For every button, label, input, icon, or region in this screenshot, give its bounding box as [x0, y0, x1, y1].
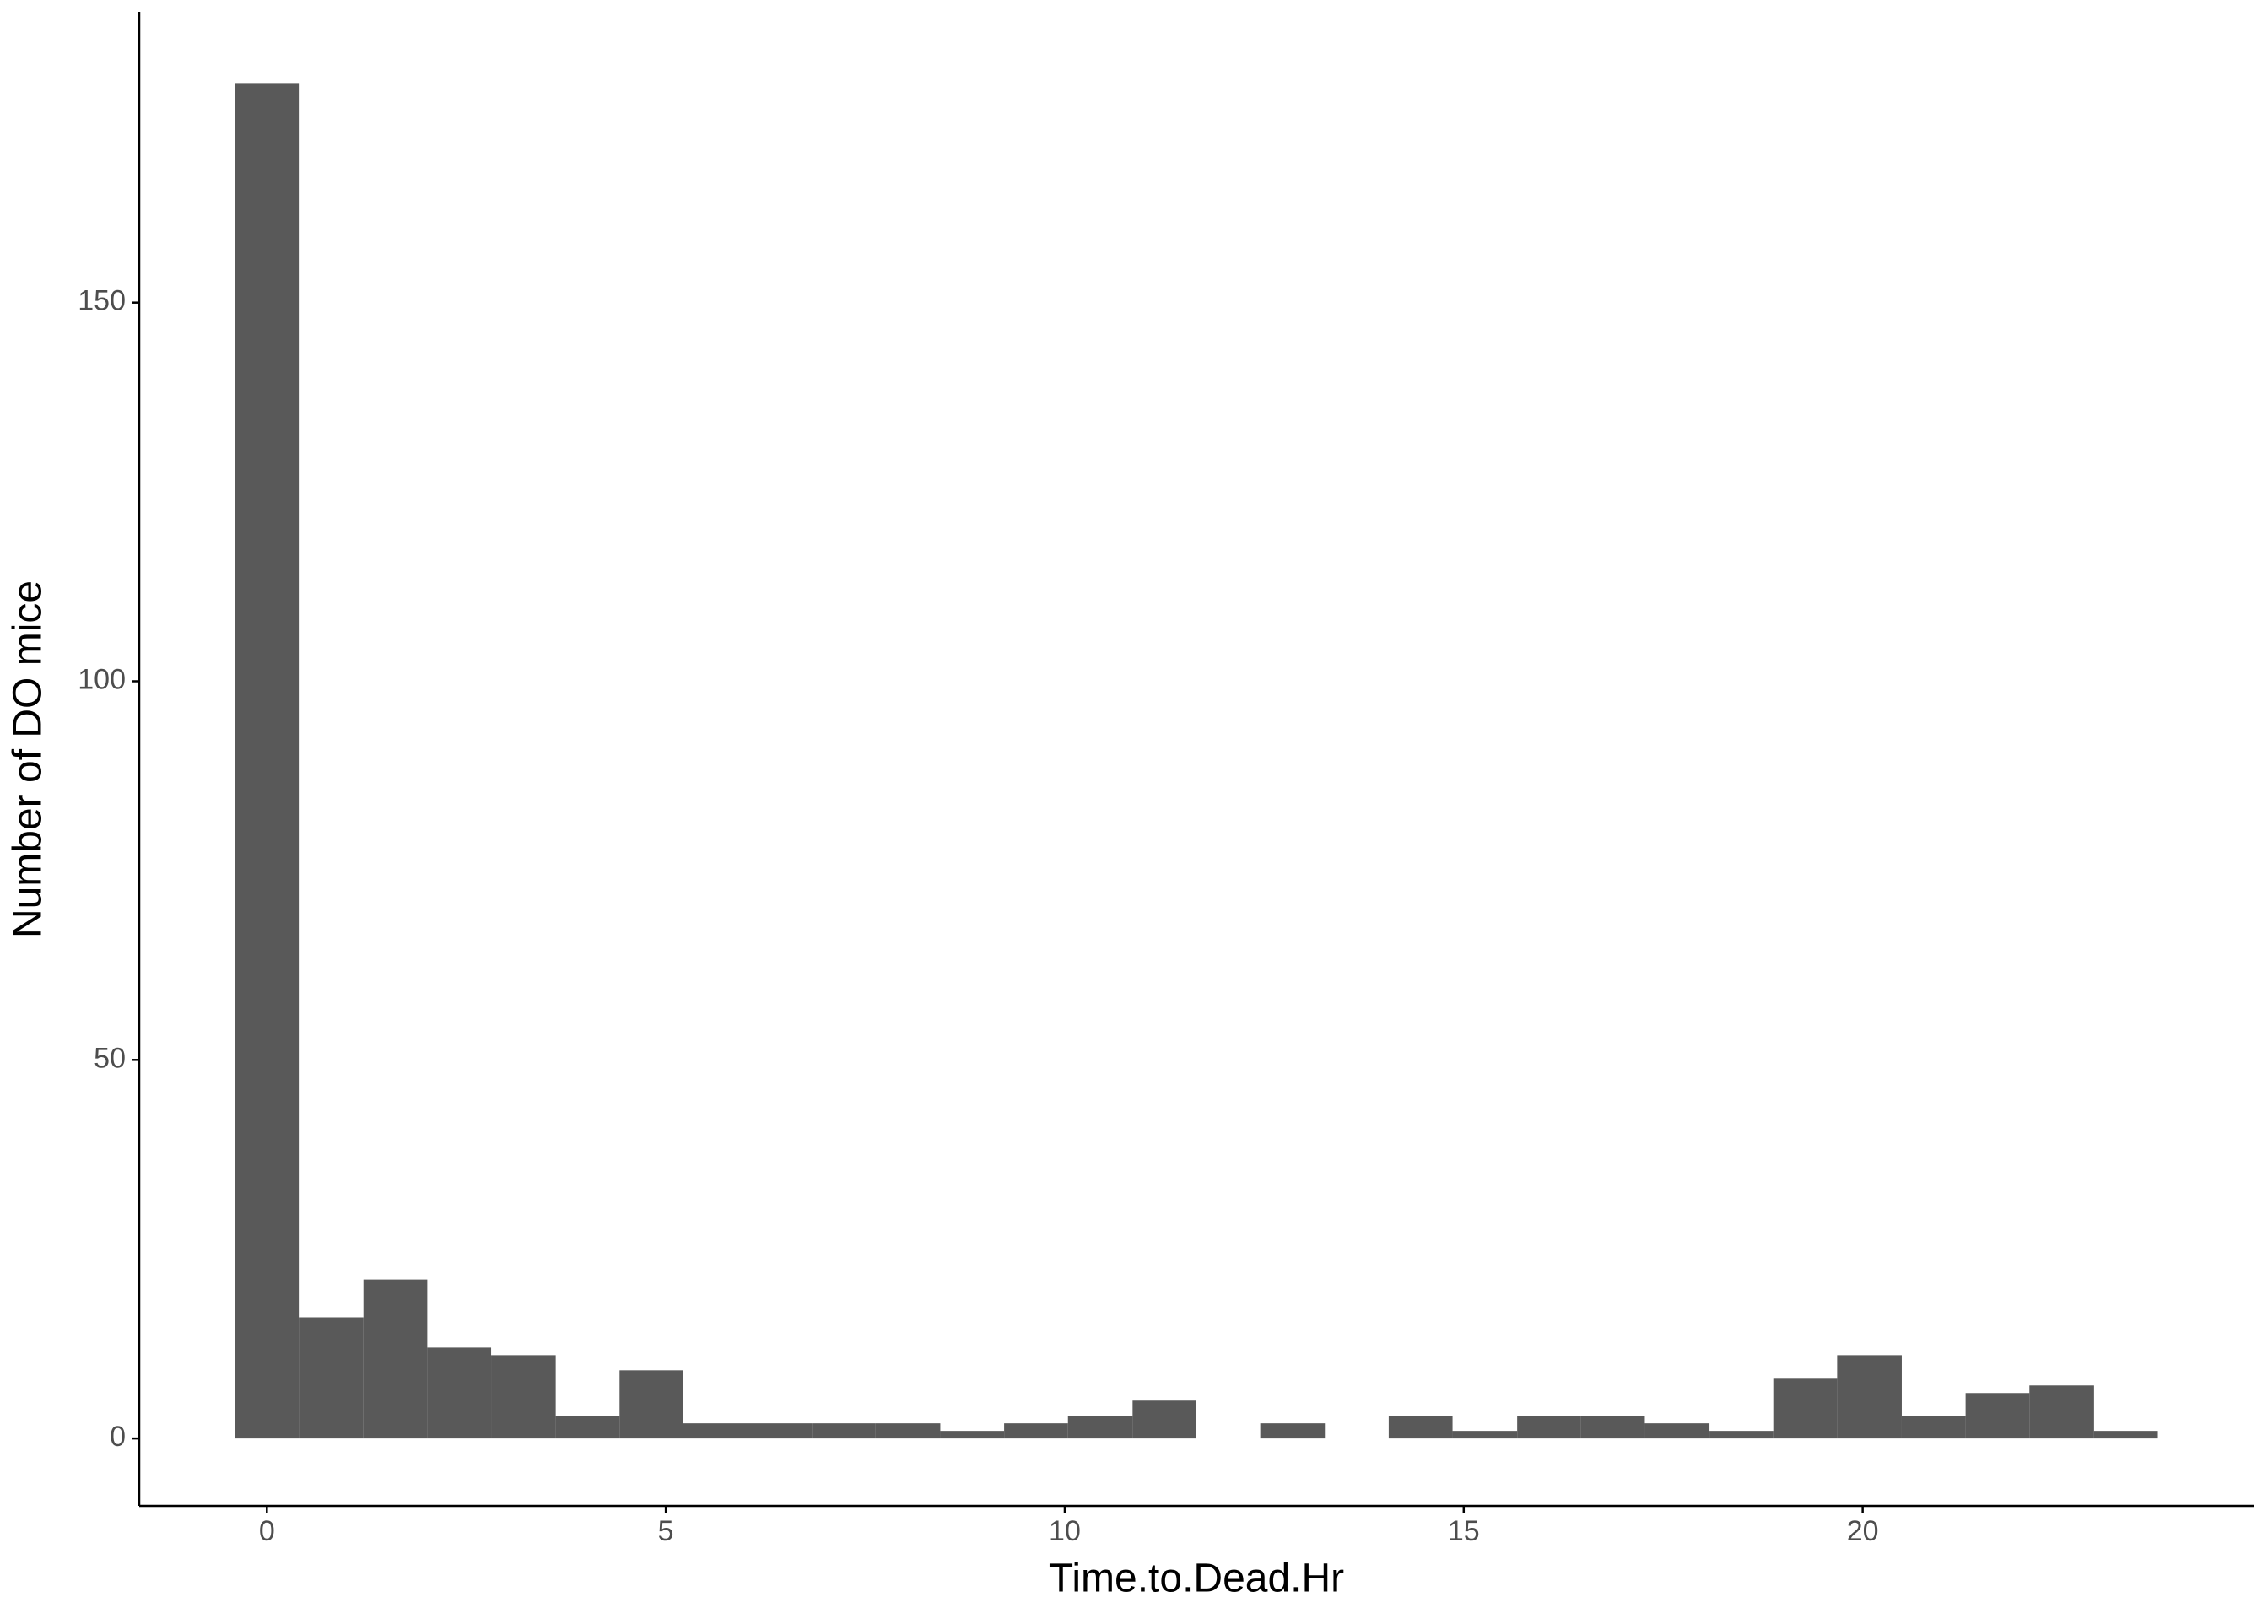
bar — [1837, 1355, 1902, 1439]
y-axis-title: Number of DO mice — [6, 580, 51, 938]
x-tick-label: 0 — [259, 1515, 275, 1547]
bar — [940, 1431, 1005, 1439]
bar — [1773, 1378, 1838, 1439]
bar — [2029, 1385, 2094, 1439]
y-tick-label: 100 — [78, 663, 126, 695]
bar — [1709, 1431, 1774, 1439]
y-tick-label: 0 — [110, 1421, 126, 1453]
bar — [2093, 1431, 2158, 1439]
bar — [1452, 1431, 1518, 1439]
bar — [1965, 1393, 2030, 1439]
bar — [1517, 1416, 1581, 1439]
x-tick-label: 10 — [1049, 1515, 1081, 1547]
bar — [1388, 1416, 1453, 1439]
bar — [427, 1347, 492, 1439]
bar — [1004, 1423, 1068, 1439]
x-axis-title: Time.to.Dead.Hr — [1049, 1557, 1344, 1601]
bar — [812, 1423, 876, 1439]
bar — [1132, 1400, 1196, 1439]
bar — [1580, 1416, 1645, 1439]
bar — [748, 1423, 813, 1439]
y-tick-label: 150 — [78, 285, 126, 317]
y-tick-label: 50 — [94, 1042, 126, 1074]
x-tick-label: 5 — [658, 1515, 674, 1547]
bar — [1260, 1423, 1326, 1439]
bar — [235, 83, 300, 1439]
bar — [683, 1423, 748, 1439]
bar — [1901, 1416, 1966, 1439]
bar — [363, 1279, 428, 1439]
bar — [875, 1423, 941, 1439]
x-tick-label: 20 — [1847, 1515, 1879, 1547]
bar — [555, 1416, 620, 1439]
bar — [491, 1355, 556, 1439]
x-tick-label: 15 — [1448, 1515, 1480, 1547]
bar — [1067, 1416, 1133, 1439]
bar — [619, 1370, 683, 1439]
bar — [1644, 1423, 1710, 1439]
bar — [299, 1317, 364, 1439]
